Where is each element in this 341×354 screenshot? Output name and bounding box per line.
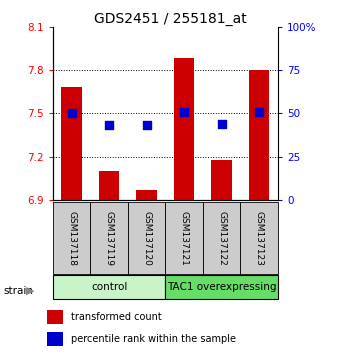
Bar: [53, 275, 165, 299]
Bar: [90, 202, 128, 274]
Point: [106, 122, 112, 128]
Point: [69, 110, 74, 116]
Text: percentile rank within the sample: percentile rank within the sample: [71, 334, 236, 344]
Bar: [165, 202, 203, 274]
Bar: [47, 332, 63, 346]
Text: transformed count: transformed count: [71, 312, 162, 322]
Text: strain: strain: [3, 286, 33, 296]
Text: GDS2451 / 255181_at: GDS2451 / 255181_at: [94, 12, 247, 27]
Text: GSM137119: GSM137119: [105, 211, 114, 266]
Bar: [165, 275, 278, 299]
Text: TAC1 overexpressing: TAC1 overexpressing: [167, 282, 277, 292]
Bar: [211, 160, 232, 200]
Text: control: control: [91, 282, 127, 292]
Bar: [99, 171, 119, 200]
Bar: [203, 202, 240, 274]
Bar: [128, 202, 165, 274]
Text: GSM137121: GSM137121: [180, 211, 189, 266]
Point: [256, 109, 262, 114]
Bar: [53, 202, 90, 274]
Text: GSM137123: GSM137123: [255, 211, 264, 266]
Point: [144, 122, 149, 128]
Bar: [47, 310, 63, 324]
Point: [181, 109, 187, 114]
Point: [219, 121, 224, 126]
Bar: [136, 190, 157, 200]
Text: GSM137120: GSM137120: [142, 211, 151, 266]
Text: GSM137118: GSM137118: [67, 211, 76, 266]
Bar: [174, 58, 194, 200]
Bar: [240, 202, 278, 274]
Text: ▶: ▶: [27, 286, 35, 296]
Bar: [249, 70, 269, 200]
Bar: [61, 87, 82, 200]
Text: GSM137122: GSM137122: [217, 211, 226, 266]
